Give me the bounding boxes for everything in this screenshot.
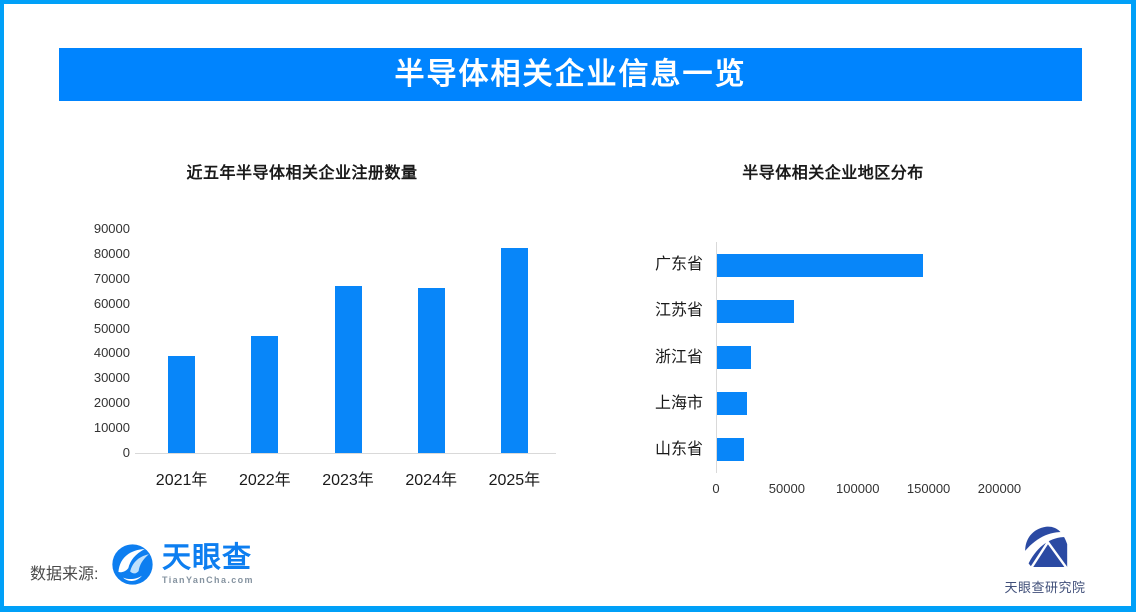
- left-chart-y-axis-ticks: 0 10000 20000 30000 40000 50000 60000 70000 8000…: [60, 221, 130, 460]
- y-tick-label: 20000: [93, 395, 130, 411]
- category-label-浙江省: 浙江省: [654, 348, 703, 366]
- category-label-上海市: 上海市: [654, 394, 703, 412]
- right-chart-category-labels: 广东省江苏省浙江省上海市山东省: [613, 242, 703, 473]
- y-tick-label: 80000: [93, 245, 130, 261]
- left-chart-x-axis-labels: 2021年 2022年 2023年 2024年 2025年: [140, 466, 556, 489]
- research-institute-logo: 天眼查研究院: [1000, 520, 1090, 596]
- x-tick-label: 150000: [906, 481, 951, 496]
- bar-江苏省: [717, 299, 794, 323]
- bar-浙江省: [717, 346, 752, 369]
- x-axis-label: 2025年: [488, 472, 541, 489]
- bar-2022年: [251, 336, 279, 453]
- bar-2025年: [500, 247, 528, 453]
- category-label-山东省: 山东省: [654, 440, 703, 458]
- tianyancha-logo: 天眼查 TianYanCha.com: [110, 542, 254, 587]
- page-title: 半导体相关企业信息一览: [394, 58, 747, 91]
- x-axis-label: 2022年: [238, 472, 291, 489]
- right-chart-bars: [716, 242, 1042, 473]
- left-chart-bars: [140, 229, 556, 453]
- left-chart-title: 近五年半导体相关企业注册数量: [186, 165, 418, 182]
- y-tick-label: 60000: [93, 295, 130, 311]
- research-institute-name: 天眼查研究院: [1004, 580, 1086, 595]
- category-label-江苏省: 江苏省: [654, 302, 703, 320]
- right-chart-y-axis-line: [716, 242, 717, 473]
- left-chart-x-axis-line: [135, 453, 556, 454]
- data-source-label: 数据来源:: [30, 566, 99, 583]
- bar-2024年: [417, 287, 445, 453]
- y-tick-label: 90000: [93, 221, 130, 236]
- x-axis-label: 2024年: [405, 472, 457, 489]
- y-tick-label: 10000: [93, 420, 130, 436]
- tianyancha-eye-icon: [112, 544, 153, 585]
- x-axis-label: 2023年: [322, 472, 374, 489]
- y-tick-label: 30000: [93, 370, 130, 386]
- bar-上海市: [717, 392, 748, 416]
- y-tick-label: 50000: [93, 320, 130, 336]
- y-tick-label: 0: [122, 445, 130, 460]
- right-chart-title: 半导体相关企业地区分布: [742, 165, 924, 182]
- bar-山东省: [717, 438, 744, 462]
- category-label-广东省: 广东省: [654, 256, 703, 274]
- bar-广东省: [717, 253, 923, 277]
- tianyancha-logo-text-block: 天眼查 TianYanCha.com: [162, 542, 254, 585]
- header-banner: 半导体相关企业信息一览: [59, 48, 1082, 101]
- x-axis-label: 2021年: [155, 472, 208, 489]
- bar-2023年: [334, 286, 362, 453]
- x-tick-label: 50000: [768, 481, 805, 496]
- x-tick-label: 100000: [836, 481, 880, 496]
- x-tick-label: 200000: [977, 481, 1022, 496]
- bar-2021年: [168, 355, 196, 453]
- y-tick-label: 40000: [93, 345, 130, 361]
- mountain-swoosh-icon: [1020, 526, 1072, 570]
- y-tick-label: 70000: [93, 270, 130, 286]
- tianyancha-logo-url: TianYanCha.com: [162, 575, 254, 585]
- right-chart-x-axis-ticks: 0 50000 100000 150000 200000: [712, 481, 1042, 501]
- tianyancha-logo-name: 天眼查: [162, 542, 253, 574]
- x-tick-label: 0: [712, 481, 720, 496]
